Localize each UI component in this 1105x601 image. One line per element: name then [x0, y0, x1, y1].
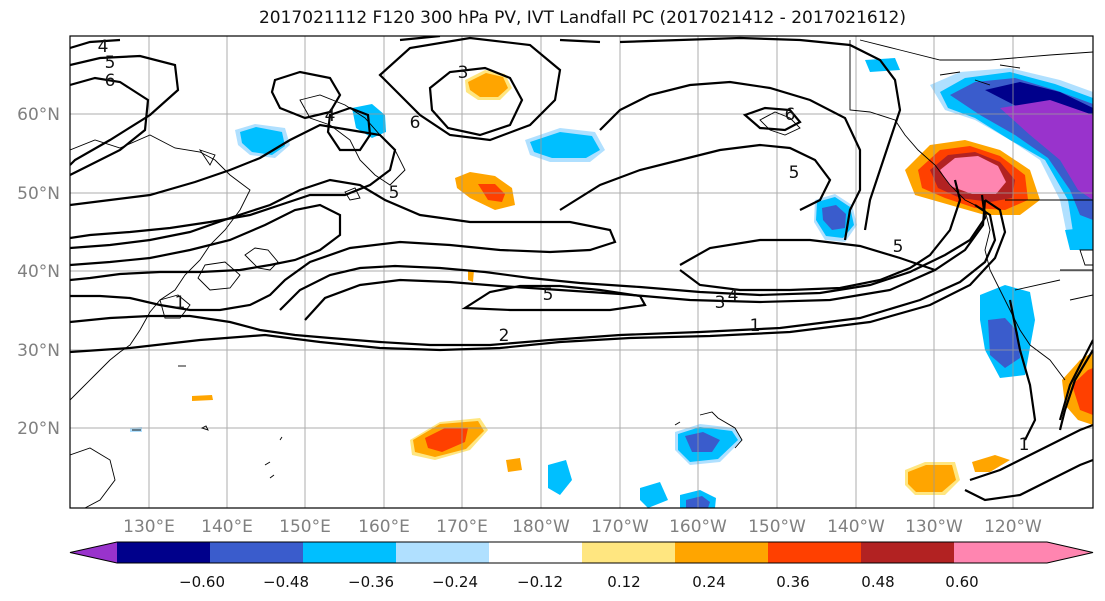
coastlines	[70, 39, 1093, 508]
contour-label: 5	[789, 163, 800, 183]
colorbar-tick-label: 0.36	[776, 573, 809, 591]
contour-label: 4	[325, 106, 336, 126]
contour-label: 4	[98, 37, 109, 57]
colorbar-swatch	[675, 542, 769, 563]
map-plot-area	[70, 36, 1093, 508]
contour-label: 1	[1019, 435, 1030, 455]
gridlines	[70, 36, 1093, 508]
map-title: 2017021112 F120 300 hPa PV, IVT Landfall…	[258, 8, 906, 28]
colorbar-tick-label: −0.12	[517, 573, 563, 591]
contour-label: 2	[499, 326, 510, 346]
contour-label: 3	[458, 63, 469, 83]
map-frame	[69, 35, 1094, 509]
colorbar: −0.60 −0.48 −0.36 −0.24 −0.12 0.12 0.24 …	[69, 541, 1094, 591]
lon-tick-label: 150°W	[748, 517, 806, 537]
contour-label: 5	[893, 237, 904, 257]
lon-tick-label: 160°W	[669, 517, 727, 537]
colorbar-swatch	[396, 542, 490, 563]
colorbar-tick-label: −0.48	[263, 573, 309, 591]
lat-tick-label: 60°N	[17, 105, 60, 125]
colorbar-outline	[69, 541, 1094, 564]
lon-tick-label: 170°W	[591, 517, 649, 537]
contour-label: 1	[750, 316, 761, 336]
contour-label: 6	[410, 113, 421, 133]
contour-label: 6	[785, 105, 796, 125]
lon-tick-label: 130°W	[905, 517, 963, 537]
lon-tick-label: 120°W	[984, 517, 1042, 537]
longitude-ticks: 130°E 140°E 150°E 160°E 170°E 180°W 170°…	[123, 517, 1042, 537]
colorbar-tick-label: −0.24	[432, 573, 478, 591]
lat-tick-label: 30°N	[17, 341, 60, 361]
lon-tick-label: 150°E	[279, 517, 331, 537]
contour-label: 4	[728, 286, 739, 306]
colorbar-swatch	[954, 542, 1048, 563]
contour-label: 6	[105, 71, 116, 91]
colorbar-tick-label: 0.48	[861, 573, 894, 591]
pv-contours	[70, 36, 1093, 502]
contour-label: 5	[389, 183, 400, 203]
contour-labels: 4 5 6 3 4 5 6 5 6 5 1 5 3 4 2 1 1	[98, 37, 1030, 455]
lon-tick-label: 140°W	[827, 517, 885, 537]
lat-tick-label: 40°N	[17, 262, 60, 282]
colorbar-swatch	[117, 542, 211, 563]
contour-label: 3	[715, 293, 726, 313]
contour-label: 5	[105, 53, 116, 73]
lon-tick-label: 140°E	[201, 517, 253, 537]
contour-label: 1	[175, 293, 186, 313]
lat-tick-label: 50°N	[17, 184, 60, 204]
colorbar-tick-label: 0.24	[692, 573, 725, 591]
colorbar-tick-label: 0.60	[945, 573, 978, 591]
lon-tick-label: 170°E	[436, 517, 488, 537]
colorbar-swatches	[69, 541, 1094, 564]
colorbar-tick-label: −0.60	[179, 573, 225, 591]
colorbar-swatch	[303, 542, 397, 563]
colorbar-swatch	[861, 542, 955, 563]
lat-tick-label: 20°N	[17, 419, 60, 439]
lon-tick-label: 180°W	[512, 517, 570, 537]
colorbar-swatch	[768, 542, 862, 563]
colorbar-tick-labels: −0.60 −0.48 −0.36 −0.24 −0.12 0.12 0.24 …	[179, 573, 979, 591]
contour-label: 5	[543, 285, 554, 305]
lon-tick-label: 130°E	[123, 517, 175, 537]
colorbar-tick-label: 0.12	[607, 573, 640, 591]
lon-tick-label: 160°E	[358, 517, 410, 537]
colorbar-swatch	[210, 542, 304, 563]
colorbar-swatch	[582, 542, 676, 563]
colorbar-tick-label: −0.36	[348, 573, 394, 591]
colorbar-swatch	[489, 542, 583, 563]
latitude-ticks: 60°N 50°N 40°N 30°N 20°N	[17, 105, 60, 439]
colorbar-extend-low	[70, 542, 117, 563]
colorbar-extend-high	[1047, 542, 1093, 563]
